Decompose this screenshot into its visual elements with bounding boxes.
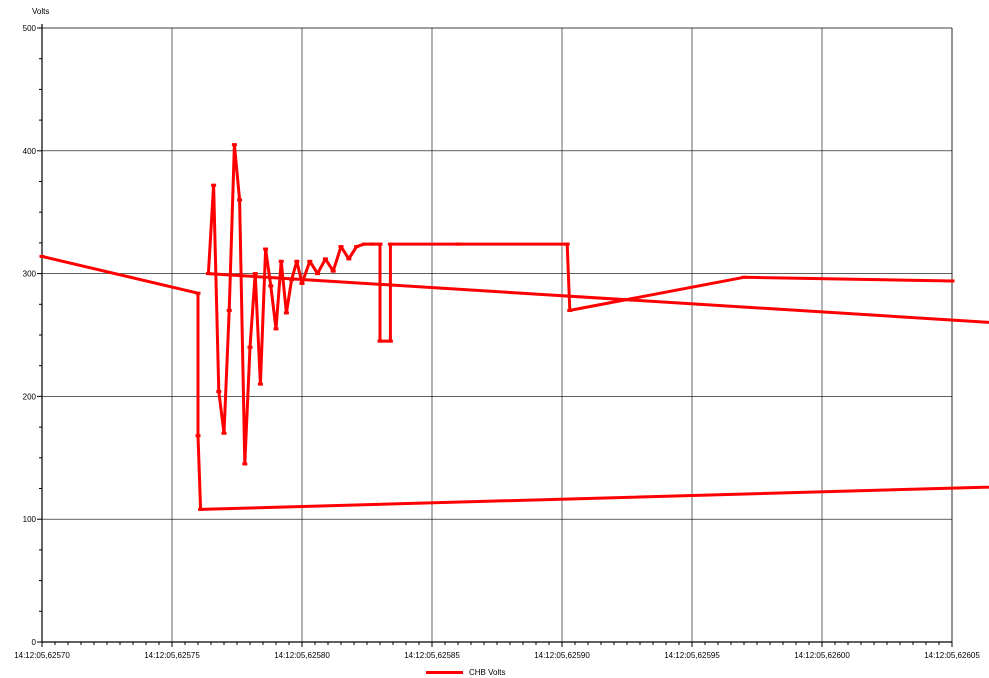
legend: CHB Volts [426, 666, 505, 678]
axes [37, 24, 953, 647]
data-point [455, 242, 461, 246]
data-point [283, 311, 289, 315]
data-point [564, 242, 570, 246]
data-point [354, 245, 360, 249]
data-point [242, 462, 248, 466]
data-point [211, 183, 217, 187]
tick-labels: 0 100 200 300 400 500 14:12:05,62570 14:12:05,6… [14, 24, 980, 660]
data-point [369, 242, 375, 246]
data-point [247, 345, 253, 349]
data-point [315, 272, 321, 276]
y-tick-label: 300 [23, 270, 37, 279]
data-point [307, 259, 313, 263]
y-tick-label: 500 [23, 24, 37, 33]
data-point [195, 434, 201, 438]
series-line-chb-volts [41, 143, 989, 511]
y-tick-label: 200 [23, 392, 37, 401]
data-point [330, 269, 336, 273]
data-point [361, 242, 367, 246]
data-point [252, 272, 258, 276]
data-point [195, 291, 201, 295]
legend-swatch-chb-volts [426, 670, 463, 674]
data-point [221, 431, 227, 435]
data-point [263, 247, 269, 251]
data-point [237, 198, 243, 202]
series-layer [39, 143, 989, 511]
x-tick-label: 14:12:05,62585 [404, 651, 460, 660]
data-point [198, 507, 204, 511]
data-point [338, 245, 344, 249]
data-point [741, 275, 747, 279]
grid [41, 27, 953, 643]
data-point [257, 382, 263, 386]
data-point [299, 281, 305, 285]
legend-label-chb-volts: CHB Volts [469, 667, 506, 677]
x-tick-label: 14:12:05,62570 [14, 651, 70, 660]
x-tick-label: 14:12:05,62580 [274, 651, 330, 660]
data-point [39, 254, 45, 258]
data-point [377, 339, 383, 343]
x-tick-label: 14:12:05,62600 [794, 651, 850, 660]
data-point [377, 242, 383, 246]
data-point [322, 257, 328, 261]
y-tick-label: 100 [23, 515, 37, 524]
data-point [216, 389, 222, 393]
y-axis-label: Volts [32, 7, 49, 16]
data-point [278, 259, 284, 263]
data-point [294, 259, 300, 263]
data-point [387, 242, 393, 246]
x-tick-label: 14:12:05,62575 [144, 651, 200, 660]
data-point [226, 308, 232, 312]
data-point [231, 143, 237, 147]
data-point [268, 284, 274, 288]
y-tick-label: 0 [32, 638, 37, 647]
data-point [289, 278, 295, 282]
data-point [567, 308, 573, 312]
x-tick-label: 14:12:05,62595 [664, 651, 720, 660]
data-point [205, 272, 211, 276]
data-point [273, 327, 279, 331]
x-tick-label: 14:12:05,62590 [534, 651, 590, 660]
y-tick-label: 400 [23, 147, 37, 156]
x-tick-label: 14:12:05,62605 [924, 651, 980, 660]
data-point [346, 257, 352, 261]
data-point [387, 339, 393, 343]
data-point [949, 279, 955, 283]
